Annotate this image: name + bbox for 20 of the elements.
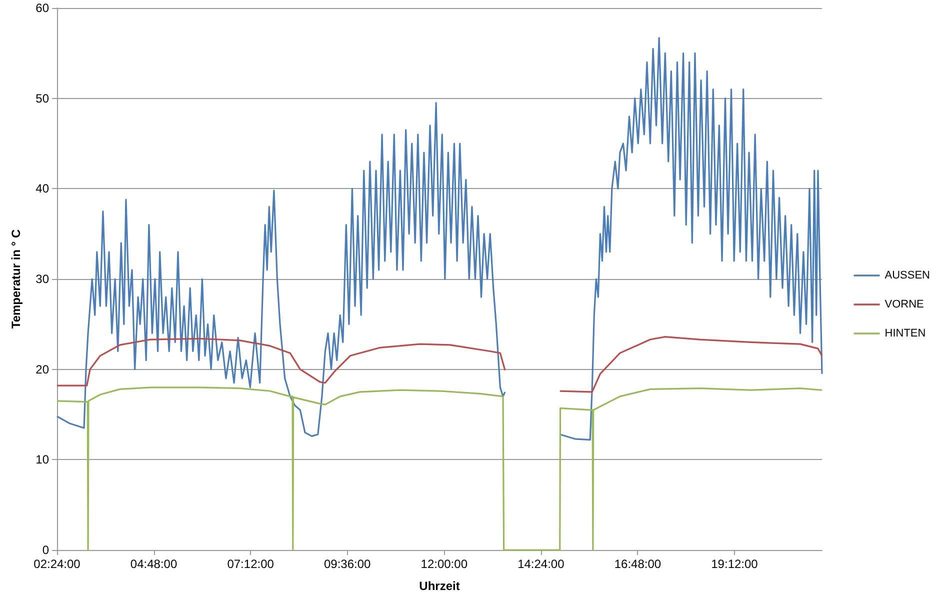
legend-label: AUSSEN (884, 270, 930, 282)
y-axis-title: Temperatur in ° C (9, 229, 23, 329)
x-tick-label: 12:00:00 (420, 557, 468, 571)
x-tick-label: 04:48:00 (130, 557, 178, 571)
y-tick-label: 20 (36, 362, 50, 376)
x-tick-label: 19:12:00 (711, 557, 758, 571)
y-tick-label: 60 (36, 1, 50, 15)
y-tick-label: 30 (36, 272, 50, 286)
y-tick-label: 0 (42, 543, 50, 557)
x-tick-label: 09:36:00 (324, 557, 372, 571)
legend-label: VORNE (884, 298, 924, 310)
x-tick-label: 07:12:00 (227, 557, 274, 571)
legend-label: HINTEN (884, 328, 926, 340)
x-tick-label: 16:48:00 (614, 557, 662, 571)
x-axis-title: Uhrzeit (419, 579, 460, 593)
y-tick-label: 50 (36, 91, 50, 106)
y-tick-label: 40 (36, 182, 50, 196)
y-tick-label: 10 (36, 452, 50, 467)
x-tick-label: 02:24:00 (34, 557, 81, 571)
x-tick-label: 14:24:00 (518, 557, 565, 571)
